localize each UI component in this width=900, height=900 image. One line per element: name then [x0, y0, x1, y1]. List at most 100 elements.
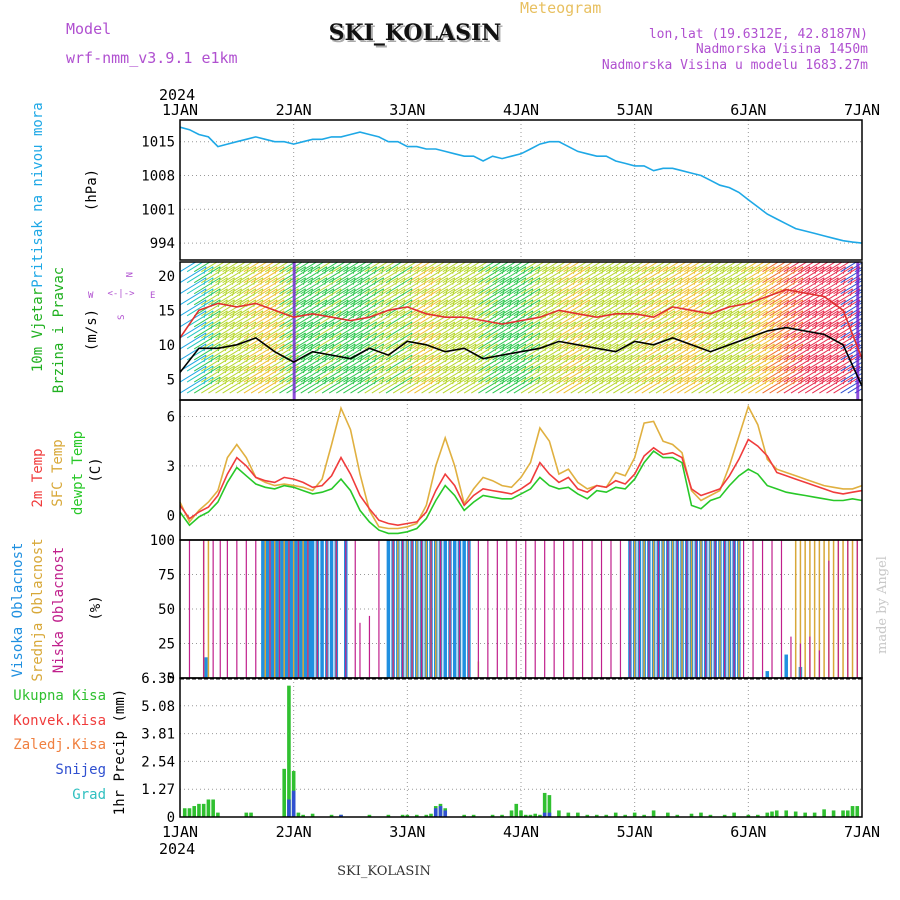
wind-barb	[186, 262, 204, 273]
wind-barb	[627, 266, 654, 284]
wind-barb	[215, 354, 242, 372]
y-tick-label: 0	[167, 810, 175, 826]
wind-barb	[371, 266, 399, 284]
wind-barb	[357, 332, 384, 350]
wind-barb	[186, 277, 214, 295]
wind-barb-flag	[872, 355, 874, 362]
wind-barb	[641, 365, 669, 383]
wind-barb	[414, 299, 441, 317]
wind-barb	[485, 321, 512, 339]
cloud-bar	[203, 540, 205, 678]
wind-barb	[627, 262, 645, 273]
wind-barb	[826, 310, 853, 328]
wind-barb	[407, 288, 434, 306]
wind-barb	[762, 288, 789, 306]
wind-barb	[549, 365, 576, 383]
wind-barb	[542, 299, 569, 317]
wind-barb-flag	[872, 366, 874, 373]
wind-barb	[385, 288, 413, 306]
wind-barb	[662, 321, 690, 339]
wind-barb	[769, 332, 796, 350]
wind-barb	[222, 343, 249, 361]
wind-barb	[719, 354, 747, 372]
wind-barb	[819, 266, 846, 284]
wind-barb	[499, 262, 517, 273]
cloud-bar	[591, 540, 593, 678]
wind-barb	[790, 365, 818, 383]
wind-barb	[662, 343, 690, 361]
wind-barb	[201, 262, 218, 273]
wind-barb	[208, 354, 235, 372]
precip-bar	[500, 814, 504, 817]
wind-barb	[527, 343, 555, 361]
wind-barb	[755, 277, 782, 295]
wind-barb	[719, 343, 747, 361]
wind-barb	[385, 376, 413, 394]
wind-barb	[492, 343, 519, 361]
wind-barb	[733, 266, 761, 284]
wind-barb	[677, 354, 704, 372]
wind-barb	[215, 376, 242, 394]
wind-barb	[442, 277, 470, 295]
wind-barb	[428, 299, 455, 317]
wind-barb	[662, 376, 690, 394]
wind-barb	[513, 277, 541, 295]
wind-barb	[520, 288, 548, 306]
wind-barb	[321, 299, 349, 317]
precip-bar	[462, 814, 466, 817]
wind-barb	[790, 321, 818, 339]
precip-bar	[514, 803, 519, 817]
cloud-bar	[283, 540, 285, 678]
top-date-tick: 2JAN	[276, 101, 312, 119]
wind-barb	[286, 288, 313, 306]
cloud-label-1: Visoka Oblacnost	[10, 543, 26, 678]
precip-bar	[822, 809, 826, 817]
wind-barb	[748, 277, 775, 295]
wind-barb	[669, 299, 697, 317]
wind-barb	[776, 321, 804, 339]
wind-barb	[655, 354, 683, 372]
wind-barb	[790, 299, 818, 317]
precip-bar	[282, 768, 286, 817]
precip-bar	[509, 810, 514, 817]
wind-barb	[812, 376, 839, 394]
wind-barb	[762, 310, 789, 328]
wind-barb	[421, 332, 448, 350]
wind-barb	[449, 277, 477, 295]
cloud-bar	[714, 540, 716, 678]
panels: 994100110081015510152003602550751001.272…	[141, 119, 874, 826]
cloud-bar	[264, 540, 266, 678]
wind-barb	[399, 354, 427, 372]
wind-barb	[527, 266, 555, 284]
precip-bar	[604, 814, 609, 817]
wind-barb	[861, 359, 862, 360]
wind-barb	[598, 332, 626, 350]
precip-bar	[845, 810, 850, 817]
wind-barb	[833, 376, 860, 394]
wind-barb	[570, 266, 597, 284]
wind-barb	[755, 262, 773, 273]
cloud-bar	[515, 540, 517, 678]
wind-barb	[208, 365, 235, 383]
wind-barb	[385, 310, 413, 328]
wind-barb	[549, 310, 576, 328]
wind-barb	[797, 354, 825, 372]
wind-barb	[321, 310, 349, 328]
wind-barb	[236, 277, 264, 295]
wind-barb	[655, 277, 683, 295]
wind-barb	[748, 310, 775, 328]
wind-barb	[300, 365, 328, 383]
wind-barb	[648, 277, 676, 295]
wind-barb	[286, 376, 313, 394]
temp-2m-line	[179, 438, 863, 527]
wind-barb	[577, 310, 605, 328]
wind-barb	[371, 365, 399, 383]
wind-barb	[357, 288, 384, 306]
wind-barb	[222, 354, 249, 372]
wind-barb	[826, 277, 853, 295]
wind-barb	[861, 293, 862, 294]
wind-barb	[826, 376, 853, 394]
wind-barb	[577, 354, 605, 372]
cloud-bar	[280, 540, 284, 678]
wind-barb	[307, 288, 335, 306]
